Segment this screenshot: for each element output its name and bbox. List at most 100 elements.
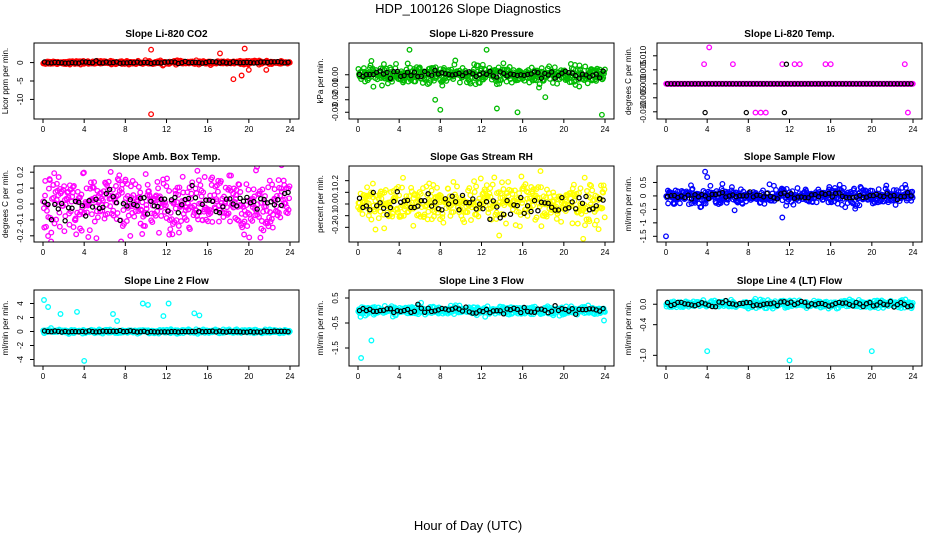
point — [582, 222, 588, 229]
y-tick-label: -2 — [16, 341, 25, 349]
mean-point — [470, 310, 476, 316]
mean-point — [760, 194, 767, 200]
y-tick-label: -4 — [16, 355, 25, 363]
mean-point — [189, 182, 195, 189]
point — [228, 172, 234, 179]
mean-point — [754, 81, 760, 87]
point — [417, 190, 424, 197]
x-tick-label: 4 — [397, 372, 402, 381]
mean-point — [240, 329, 247, 335]
mean-point — [685, 81, 691, 87]
mean-point — [901, 81, 908, 87]
mean-point — [542, 307, 548, 313]
point — [214, 188, 221, 195]
mean-point — [374, 203, 380, 209]
mean-point — [538, 75, 545, 81]
plot-frame — [33, 42, 300, 120]
point — [84, 202, 91, 209]
point — [139, 231, 146, 237]
point — [73, 231, 80, 238]
mean-point — [59, 200, 65, 207]
point — [577, 185, 584, 192]
mean-point — [261, 328, 267, 334]
point — [400, 174, 406, 181]
mean-point — [55, 328, 62, 335]
point — [109, 186, 116, 193]
point — [156, 229, 162, 236]
point — [259, 186, 266, 193]
point — [142, 223, 148, 229]
x-tick-label: 16 — [203, 125, 212, 134]
mean-point — [82, 213, 89, 219]
mean-point — [470, 196, 476, 202]
mean-point — [384, 69, 390, 76]
point — [406, 46, 413, 53]
y-tick-label: 0.010 — [639, 45, 648, 66]
mean-point — [716, 81, 722, 87]
point — [485, 209, 492, 216]
mean-point — [439, 207, 445, 213]
mean-point — [507, 211, 514, 217]
mean-point — [891, 192, 897, 199]
mean-point — [110, 59, 116, 66]
x-tick-label: 0 — [356, 248, 361, 257]
mean-point — [76, 199, 82, 205]
point — [813, 199, 820, 206]
mean-point — [271, 202, 278, 208]
point — [516, 223, 523, 230]
point — [483, 182, 490, 189]
mean-point — [559, 194, 565, 201]
mean-point — [829, 81, 835, 87]
mean-point — [52, 201, 58, 208]
point — [90, 184, 97, 191]
point — [76, 211, 83, 218]
mean-point — [497, 308, 503, 314]
point — [448, 66, 455, 73]
point — [542, 94, 549, 101]
point — [216, 218, 222, 225]
mean-point — [415, 73, 421, 80]
point — [155, 185, 162, 192]
point — [601, 317, 607, 324]
point — [45, 304, 52, 310]
mean-point — [808, 81, 815, 87]
point — [120, 207, 127, 214]
x-tick-label: 16 — [518, 125, 527, 134]
y-tick-label: 0.00 — [331, 66, 340, 82]
mean-point — [134, 203, 140, 209]
chart-panel-4: Slope Amb. Box Temp.degrees C per min.0 4… — [1, 152, 300, 257]
point — [701, 61, 708, 68]
mean-point — [151, 329, 157, 335]
mean-point — [545, 200, 551, 206]
mean-point — [887, 81, 894, 87]
mean-point — [69, 59, 75, 66]
mean-point — [72, 60, 79, 66]
mean-point — [158, 60, 164, 66]
mean-point — [220, 329, 226, 335]
mean-point — [124, 328, 130, 335]
mean-point — [367, 71, 373, 78]
point — [167, 226, 174, 233]
point — [500, 186, 507, 193]
mean-point — [418, 73, 424, 80]
x-tick-label: 16 — [826, 125, 835, 134]
point — [389, 210, 396, 217]
point — [197, 182, 204, 189]
point — [143, 202, 150, 208]
x-tick-label: 4 — [82, 125, 87, 134]
mean-point — [209, 198, 216, 204]
mean-point — [86, 59, 92, 66]
mean-point — [45, 60, 51, 66]
mean-point — [275, 196, 281, 203]
mean-point — [881, 81, 887, 87]
data-points — [663, 168, 916, 240]
mean-point — [884, 81, 890, 87]
mean-point — [48, 329, 55, 335]
x-tick-label: 12 — [477, 248, 486, 257]
point — [530, 186, 537, 193]
point — [222, 198, 229, 205]
mean-point — [518, 309, 524, 316]
mean-point — [124, 203, 130, 209]
point — [179, 173, 186, 180]
